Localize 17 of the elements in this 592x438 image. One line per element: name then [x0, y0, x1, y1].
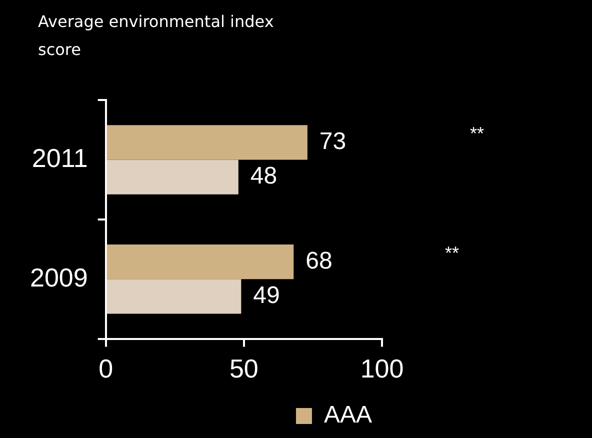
data-label: 49 — [253, 282, 280, 310]
x-tick-label: 0 — [98, 354, 114, 384]
chart-title: Average environmental index score — [38, 11, 275, 61]
x-tick-label: 50 — [229, 354, 258, 384]
bar — [106, 160, 238, 194]
data-label: 73 — [319, 128, 346, 156]
y-tick-label: 2009 — [30, 262, 88, 292]
y-tick-label: 2011 — [32, 142, 88, 173]
data-label: 68 — [306, 247, 332, 274]
bar — [106, 279, 242, 314]
bar — [106, 125, 308, 160]
x-tick-label: 100 — [360, 354, 404, 384]
data-label: 48 — [250, 162, 278, 190]
text: ** — [470, 123, 484, 144]
legend-label: AAA — [324, 402, 372, 429]
text: ** — [444, 242, 460, 263]
bar — [106, 244, 294, 280]
